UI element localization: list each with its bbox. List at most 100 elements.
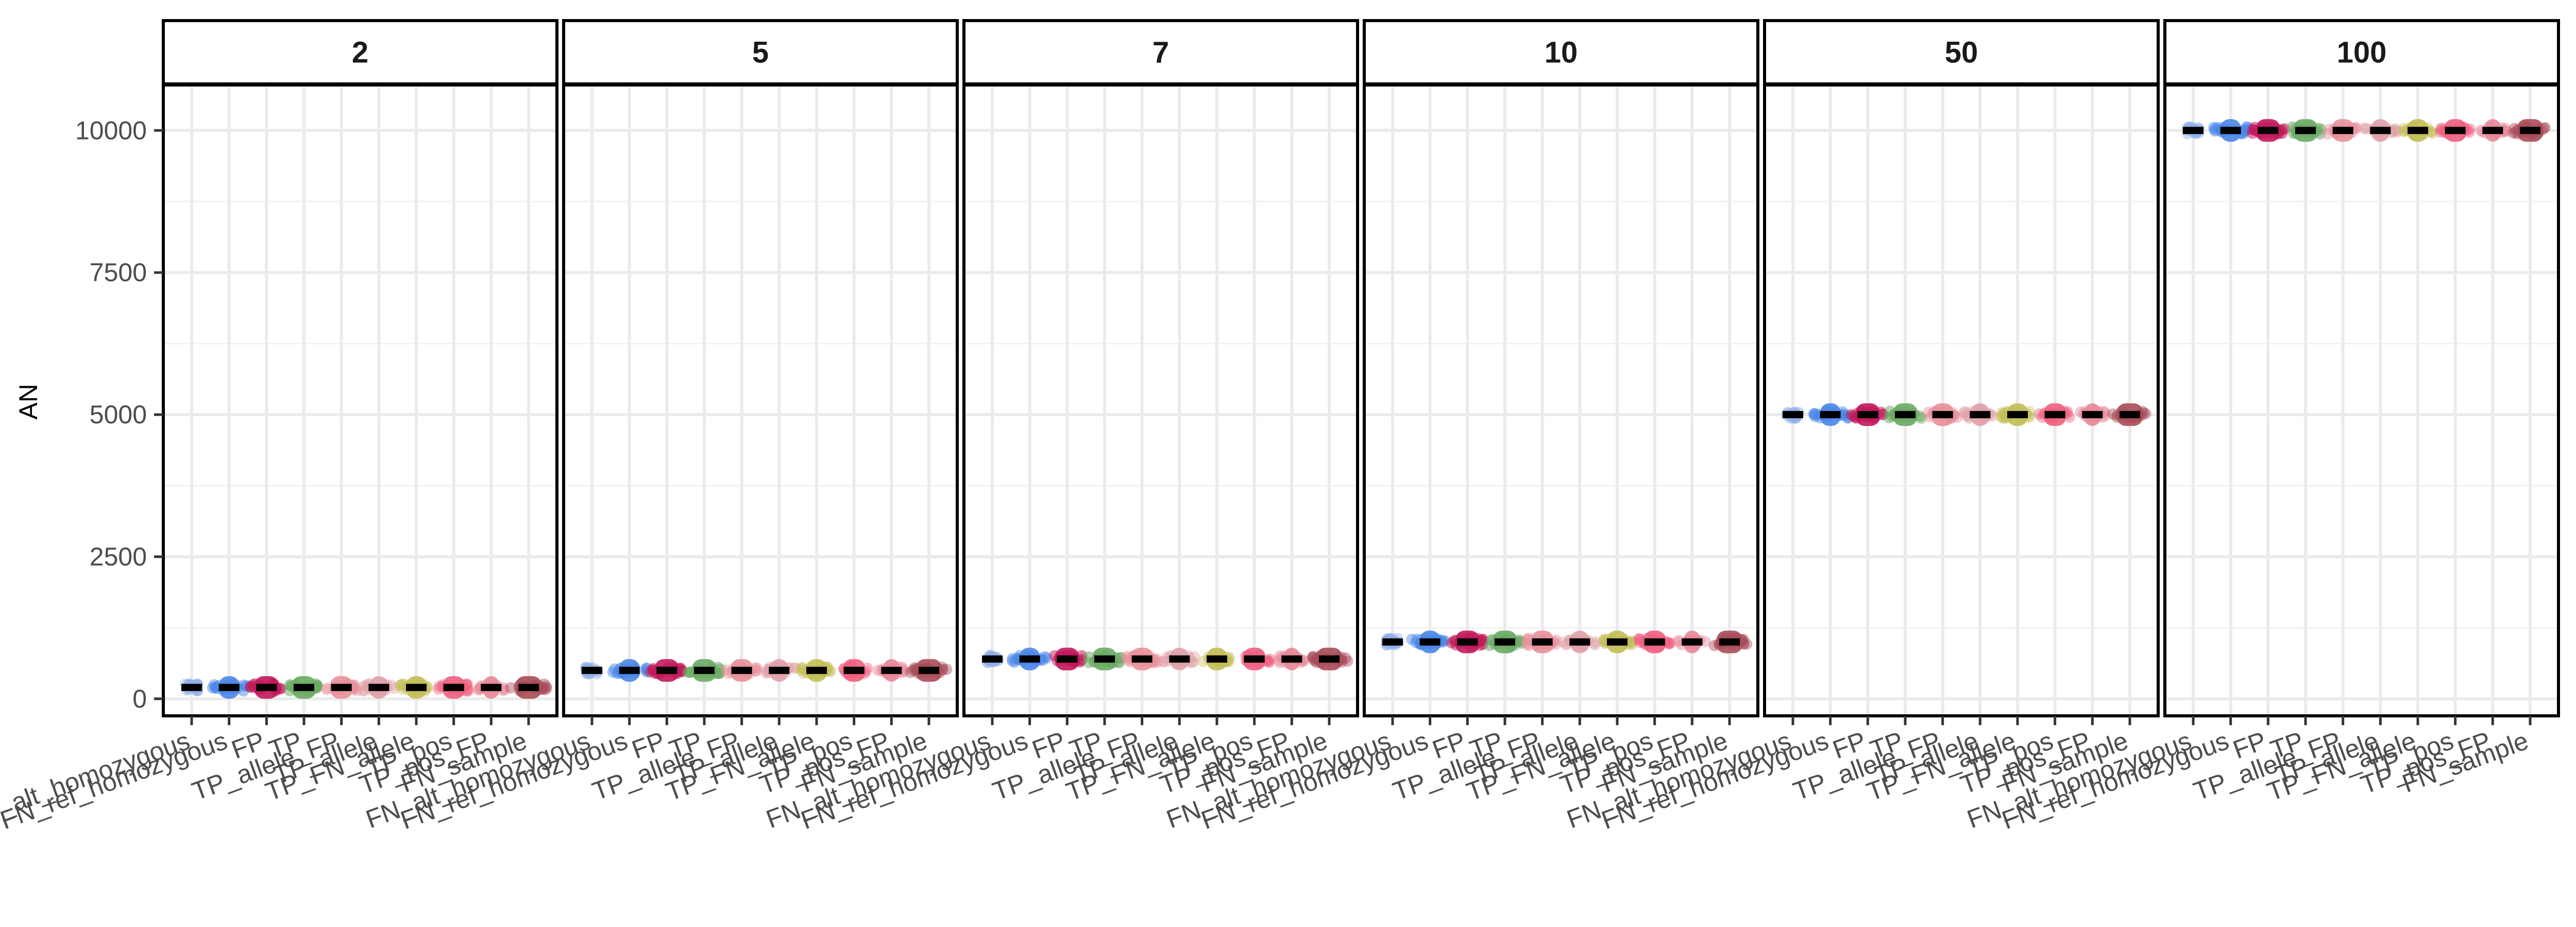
jitter-point (1625, 637, 1637, 649)
median-mark (1419, 638, 1440, 646)
jitter-point (462, 685, 474, 697)
jitter-point (1625, 636, 1637, 647)
facet-label: 50 (1945, 36, 1978, 70)
median-mark (2120, 411, 2140, 419)
jitter-point (1996, 407, 2008, 419)
jitter-point (1626, 639, 1638, 650)
median-mark (582, 666, 602, 674)
median-mark (1131, 655, 1153, 663)
jitter-point (1009, 656, 1021, 668)
median-mark (1281, 655, 1302, 663)
jitter-point (789, 662, 801, 674)
median-mark (1532, 638, 1553, 646)
jitter-point (907, 664, 919, 676)
panel-background (163, 85, 557, 716)
jitter-point (358, 680, 369, 692)
jitter-point (1561, 638, 1572, 650)
median-mark (1319, 655, 1340, 663)
jitter-point (1959, 406, 1971, 418)
jitter-point (796, 662, 808, 674)
median-mark (2482, 127, 2503, 134)
median-mark (406, 683, 427, 691)
median-mark (1207, 655, 1227, 663)
jitter-point (2391, 125, 2403, 137)
jitter-point (540, 682, 552, 694)
y-tick-label: 0 (132, 684, 147, 713)
jitter-point (2247, 127, 2259, 139)
jitter-point (2358, 123, 2369, 134)
y-tick-label: 10000 (75, 116, 147, 145)
jitter-point (208, 679, 220, 691)
median-mark (2220, 127, 2241, 134)
median-mark (1244, 655, 1265, 663)
median-mark (731, 666, 752, 674)
jitter-point (1189, 651, 1200, 663)
jitter-point (2033, 408, 2045, 420)
jitter-point (2500, 125, 2512, 137)
median-mark (1569, 638, 1590, 646)
jitter-point (2390, 123, 2402, 135)
median-mark (1169, 655, 1190, 663)
panel-backgrounds (163, 85, 2558, 716)
jitter-point (1741, 638, 1753, 650)
jitter-point (789, 662, 801, 674)
jitter-point (2464, 123, 2476, 135)
jitter-point (1007, 653, 1019, 664)
jitter-point (794, 664, 806, 676)
median-mark (806, 666, 827, 674)
jitter-point (396, 678, 408, 690)
median-mark (2007, 411, 2028, 419)
median-mark (1783, 411, 1803, 419)
median-mark (1457, 638, 1478, 646)
median-mark (1932, 411, 1953, 419)
median-mark (2520, 127, 2540, 134)
jitter-point (1197, 656, 1209, 667)
jitter-point (1151, 656, 1163, 668)
jitter-point (1634, 634, 1646, 646)
jitter-point (798, 667, 809, 679)
jitter-point (2388, 124, 2400, 136)
jitter-point (1588, 638, 1600, 649)
facet-strips: 2 5 7 10 50 100 (162, 19, 2560, 85)
jitter-point (539, 684, 551, 696)
jitter-point (720, 664, 732, 676)
jitter-point (1663, 638, 1675, 650)
data-marks (179, 119, 2551, 699)
jitter-point (607, 666, 619, 678)
median-mark (518, 683, 539, 691)
jitter-point (2398, 123, 2410, 134)
facet-label: 5 (752, 36, 769, 70)
jitter-point (1006, 655, 1018, 667)
jitter-point (1998, 413, 2010, 424)
panel-background (1364, 85, 1758, 716)
jitter-point (1809, 409, 1821, 421)
jitter-point (941, 663, 953, 675)
median-mark (2332, 127, 2353, 134)
median-mark (2370, 127, 2391, 134)
jitter-point (462, 683, 474, 695)
jitter-point (434, 680, 446, 692)
jitter-point (540, 680, 552, 692)
jitter-point (1998, 407, 2010, 419)
jitter-point (1590, 636, 1602, 648)
jitter-point (1663, 638, 1675, 649)
jitter-point (1121, 653, 1133, 664)
jitter-point (1446, 637, 1458, 649)
median-mark (1857, 411, 1878, 419)
panel-background (964, 85, 1358, 716)
jitter-point (320, 683, 332, 695)
facet-strip (1363, 19, 1759, 85)
jitter-point (1664, 637, 1676, 649)
jitter-point (1263, 656, 1275, 668)
jitter-point (432, 683, 444, 695)
jitter-point (1673, 634, 1685, 646)
median-mark (656, 666, 677, 674)
jitter-point (1406, 633, 1418, 645)
jitter-point (394, 680, 406, 692)
jitter-point (357, 685, 369, 697)
facet-label: 100 (2337, 36, 2387, 70)
median-mark (1057, 655, 1078, 663)
facet-label: 7 (1153, 36, 1169, 70)
facet-label: 10 (1545, 36, 1578, 70)
